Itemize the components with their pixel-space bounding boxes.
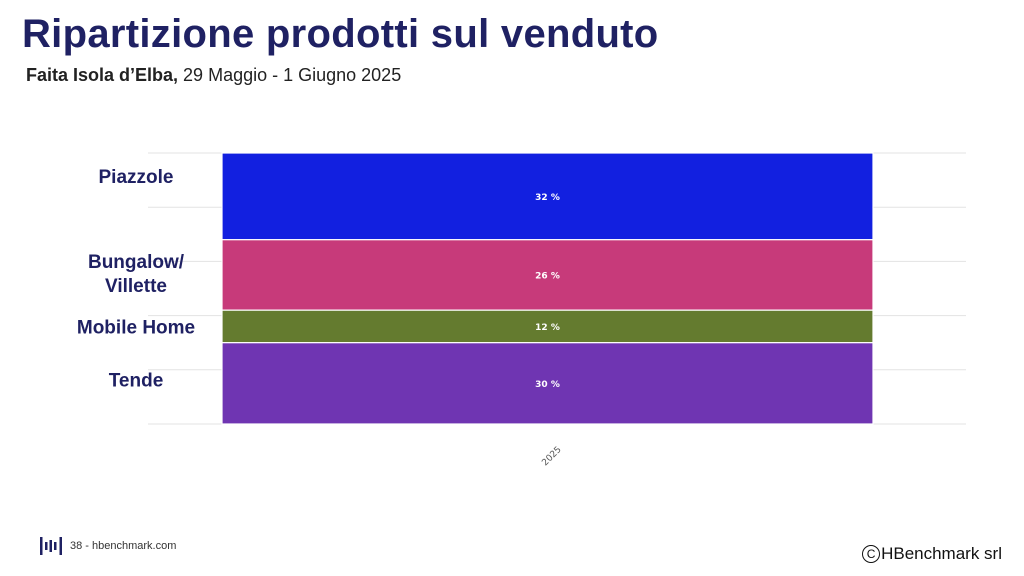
category-label-bungalow-villette: Bungalow/Villette (88, 252, 185, 297)
category-label-tende: Tende (109, 371, 164, 392)
bar-segment-piazzole (221, 152, 874, 241)
copyright-text: HBenchmark srl (881, 544, 1002, 563)
copyright-icon: C (862, 545, 881, 563)
subtitle-dates: 29 Maggio - 1 Giugno 2025 (178, 65, 402, 85)
category-label-mobile-home: Mobile Home (77, 317, 195, 338)
subtitle-event: Faita Isola d’Elba, (26, 65, 179, 85)
data-label-bungalow-villette: 26 % (535, 271, 560, 281)
footer-copyright: C HBenchmark srl (862, 544, 1002, 564)
data-label-mobile-home: 12 % (535, 323, 560, 333)
hbenchmark-logo-icon (40, 537, 62, 555)
bar-segment-tende (221, 342, 874, 425)
bar-segment-bungalow-villette (221, 239, 874, 311)
x-tick-label: 2025 (540, 445, 563, 468)
bar-segment-mobile-home (221, 309, 874, 344)
data-label-tende: 30 % (535, 380, 560, 390)
footer-page-text: 38 - hbenchmark.com (70, 540, 177, 552)
page-subtitle: Faita Isola d’Elba, 29 Maggio - 1 Giugno… (26, 65, 401, 86)
category-label-piazzole: Piazzole (99, 167, 174, 188)
data-label-piazzole: 32 % (535, 193, 560, 203)
footer-page-info: 38 - hbenchmark.com (40, 537, 176, 555)
page-title: Ripartizione prodotti sul venduto (22, 12, 659, 56)
